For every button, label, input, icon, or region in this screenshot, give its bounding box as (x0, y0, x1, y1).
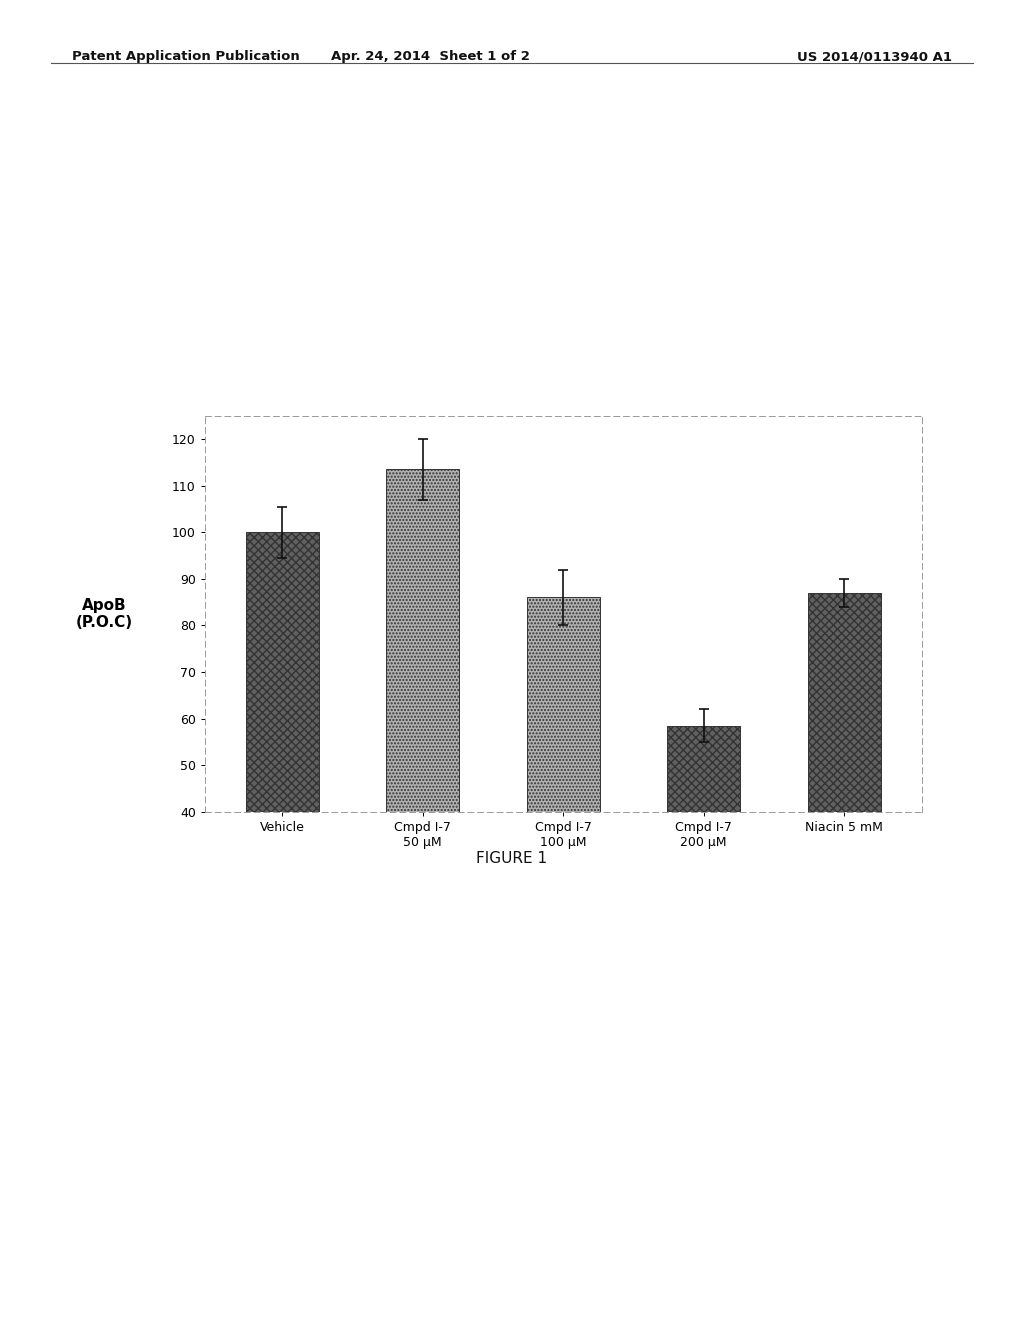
Y-axis label: ApoB
(P.O.C): ApoB (P.O.C) (76, 598, 133, 630)
Bar (668, 726, 740, 812)
Text: FIGURE 1: FIGURE 1 (476, 851, 548, 866)
Bar (246, 532, 318, 812)
Text: Patent Application Publication: Patent Application Publication (72, 50, 299, 63)
Text: Apr. 24, 2014  Sheet 1 of 2: Apr. 24, 2014 Sheet 1 of 2 (331, 50, 529, 63)
Bar (526, 598, 600, 812)
Text: US 2014/0113940 A1: US 2014/0113940 A1 (798, 50, 952, 63)
Bar (386, 470, 459, 812)
Bar (808, 593, 881, 812)
